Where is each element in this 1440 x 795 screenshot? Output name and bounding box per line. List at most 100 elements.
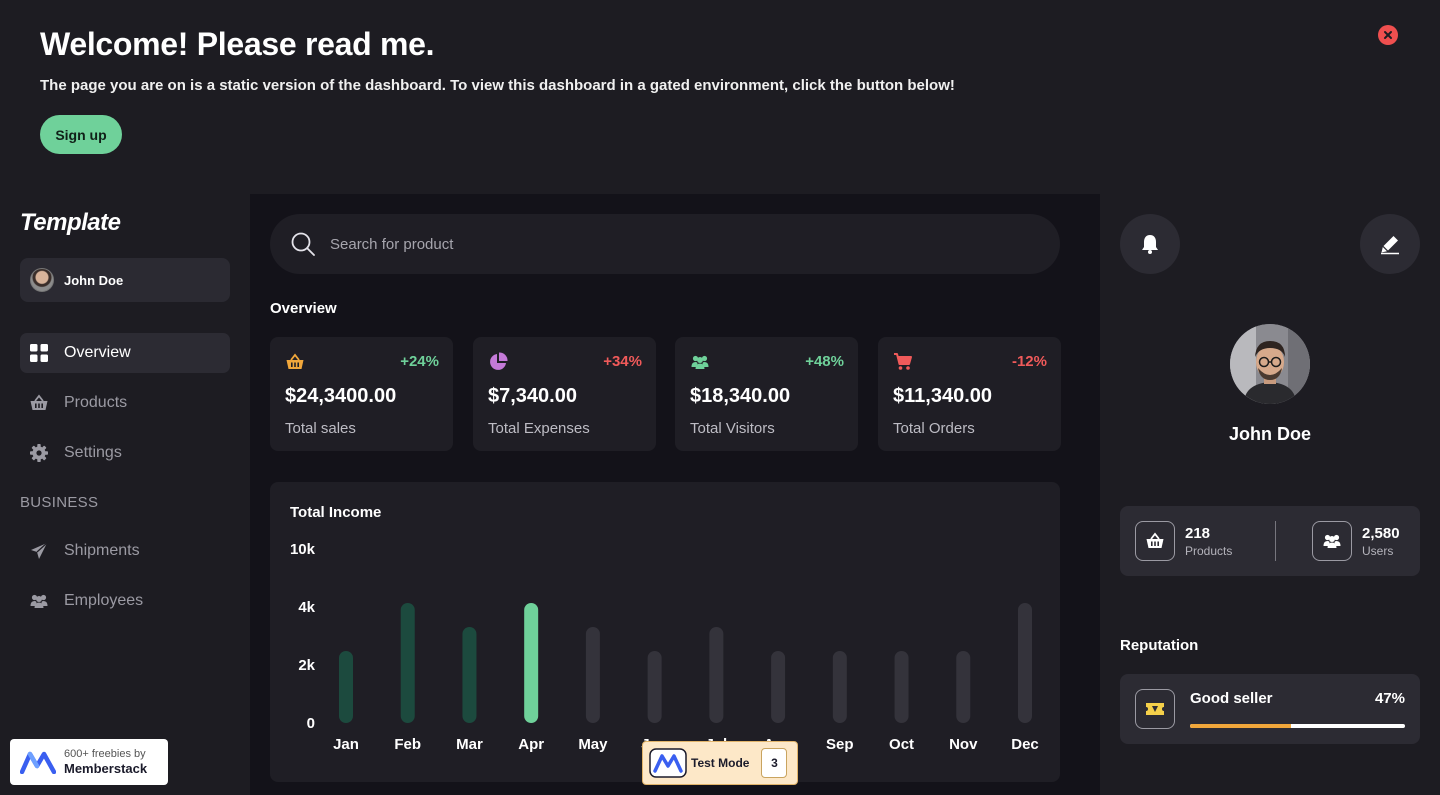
user-name: John Doe xyxy=(64,272,124,288)
income-bar-nov[interactable] xyxy=(956,651,971,723)
close-icon xyxy=(1384,31,1392,39)
income-bar-oct[interactable] xyxy=(894,651,909,723)
gear-icon xyxy=(30,444,48,462)
stat-label: Total Expenses xyxy=(488,420,590,437)
sidebar-item-label: Settings xyxy=(64,444,122,461)
x-tick-label: Sep xyxy=(826,736,854,753)
cart-icon xyxy=(894,353,912,370)
sidebar-item-settings[interactable]: Settings xyxy=(20,433,230,473)
stat-value: $18,340.00 xyxy=(690,385,791,407)
reputation-percent: 47% xyxy=(1374,690,1405,707)
stat-card-total-sales: +24% $24,3400.00 Total sales xyxy=(270,337,453,451)
counts-card: 218 Products 2,580 Users xyxy=(1120,506,1420,576)
memberstack-badge[interactable]: 600+ freebies by Memberstack xyxy=(10,739,168,785)
products-label: Products xyxy=(1185,543,1233,558)
reputation-card: Good seller 47% xyxy=(1120,674,1420,744)
sidebar-item-employees[interactable]: Employees xyxy=(20,581,230,621)
income-bar-feb[interactable] xyxy=(400,603,415,723)
reputation-icon-box xyxy=(1135,689,1175,729)
banner-title: Welcome! Please read me. xyxy=(40,26,435,62)
x-tick-label: Jan xyxy=(333,736,359,753)
user-chip[interactable]: John Doe xyxy=(20,258,230,302)
sidebar-item-products[interactable]: Products xyxy=(20,383,230,423)
signup-button[interactable]: Sign up xyxy=(40,115,122,154)
income-bar-apr[interactable] xyxy=(524,603,539,723)
users-icon xyxy=(1323,534,1341,548)
income-bar-may[interactable] xyxy=(585,627,600,723)
divider xyxy=(1275,521,1276,561)
y-tick-label: 4k xyxy=(298,599,315,616)
stat-change: -12% xyxy=(1011,353,1047,370)
products-count-block: 218 Products xyxy=(1135,521,1232,561)
x-tick-label: Apr xyxy=(518,736,544,753)
y-tick-label: 0 xyxy=(307,715,315,732)
paper-plane-icon xyxy=(31,542,48,559)
y-tick-label: 2k xyxy=(298,657,315,674)
income-bar-jan[interactable] xyxy=(339,651,353,723)
users-count-block: 2,580 Users xyxy=(1312,521,1400,561)
stat-label: Total Visitors xyxy=(690,420,775,437)
income-bar-chart: 10k4k2k0JanFebMarAprMayJunJulAugSepOctNo… xyxy=(290,541,1039,753)
x-tick-label: Oct xyxy=(889,736,914,753)
users-icon-box xyxy=(1312,521,1352,561)
basket-icon xyxy=(1146,532,1164,548)
stat-value: $7,340.00 xyxy=(488,385,577,407)
profile-photo xyxy=(1230,324,1310,404)
income-title: Total Income xyxy=(290,504,382,521)
logo: Template xyxy=(20,209,121,236)
banner-text: The page you are on is a static version … xyxy=(40,77,955,94)
users-label: Users xyxy=(1362,543,1394,558)
memberstack-logo-icon xyxy=(649,748,687,778)
income-bar-dec[interactable] xyxy=(1018,603,1032,723)
total-income-card: Total Income 10k4k2k0JanFebMarAprMayJunJ… xyxy=(270,482,1060,782)
income-bar-jun[interactable] xyxy=(647,651,662,723)
reputation-progress-fill xyxy=(1190,724,1292,728)
income-bar-mar[interactable] xyxy=(462,627,477,723)
x-tick-label: Nov xyxy=(949,736,978,753)
main-panel: Overview +24% $24,3400.00 Total sales +3… xyxy=(250,194,1100,795)
x-tick-label: Dec xyxy=(1011,736,1039,753)
sidebar-item-shipments[interactable]: Shipments xyxy=(20,531,230,571)
pencil-icon xyxy=(1381,236,1399,255)
close-banner-button[interactable] xyxy=(1378,25,1398,45)
income-bar-aug[interactable] xyxy=(771,651,786,723)
x-tick-label: Mar xyxy=(456,736,483,753)
sidebar-item-label: Overview xyxy=(64,344,131,361)
x-tick-label: Feb xyxy=(394,736,421,753)
x-tick-label: May xyxy=(578,736,608,753)
stat-change: +34% xyxy=(603,353,642,370)
stat-value: $24,3400.00 xyxy=(285,385,397,407)
ticket-icon xyxy=(1146,703,1164,715)
bell-icon xyxy=(1142,235,1158,254)
search-icon xyxy=(291,232,315,256)
reputation-progress-bar xyxy=(1190,724,1405,728)
sidebar-item-label: Shipments xyxy=(64,542,140,559)
users-icon xyxy=(30,594,48,608)
memberstack-logo-icon xyxy=(20,751,56,774)
reputation-title: Reputation xyxy=(1120,637,1199,654)
income-bar-jul[interactable] xyxy=(709,627,724,723)
stat-label: Total sales xyxy=(285,420,356,437)
edit-profile-button[interactable] xyxy=(1360,214,1420,274)
stat-card-total-expenses: +34% $7,340.00 Total Expenses xyxy=(473,337,656,451)
stat-value: $11,340.00 xyxy=(893,385,992,407)
overview-title: Overview xyxy=(270,300,337,317)
y-tick-label: 10k xyxy=(290,541,316,558)
grid-icon xyxy=(30,344,48,362)
pie-icon xyxy=(490,352,508,370)
sidebar-item-label: Employees xyxy=(64,592,144,609)
test-mode-badge[interactable]: Test Mode 3 xyxy=(642,741,798,785)
stat-label: Total Orders xyxy=(893,420,975,437)
sidebar-item-label: Products xyxy=(64,394,128,411)
profile-name: John Doe xyxy=(1228,424,1311,444)
profile-avatar-icon xyxy=(1230,324,1310,404)
sidebar-item-overview[interactable]: Overview xyxy=(20,333,230,373)
stat-card-total-orders: -12% $11,340.00 Total Orders xyxy=(878,337,1061,451)
basket-icon xyxy=(30,394,48,410)
stat-change: +48% xyxy=(805,353,844,370)
search-input[interactable] xyxy=(330,235,1030,253)
notifications-button[interactable] xyxy=(1120,214,1180,274)
products-count: 218 xyxy=(1185,524,1211,542)
search-bar[interactable] xyxy=(270,214,1060,274)
income-bar-sep[interactable] xyxy=(832,651,847,723)
